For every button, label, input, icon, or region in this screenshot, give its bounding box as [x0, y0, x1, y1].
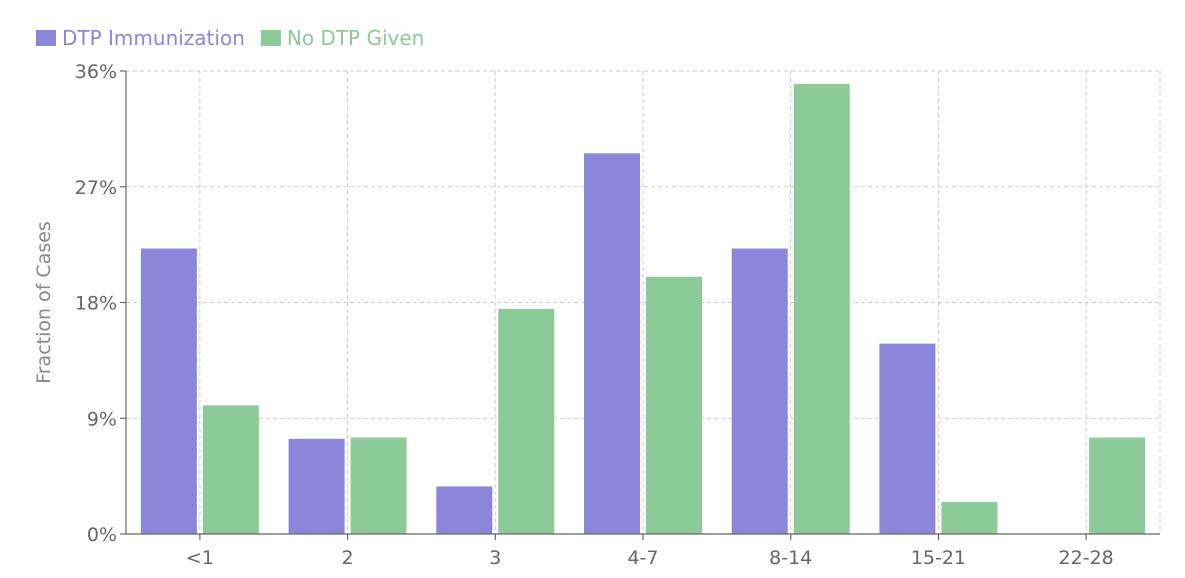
- x-tick-label: 2: [342, 547, 354, 569]
- x-tick-label: 8-14: [769, 547, 812, 569]
- bar-no-dtp-given-3[interactable]: [646, 276, 702, 534]
- legend-label-0[interactable]: DTP Immunization: [62, 26, 245, 50]
- y-tick-label: 0%: [87, 524, 117, 546]
- bar-no-dtp-given-0[interactable]: [202, 405, 259, 534]
- bar-no-dtp-given-2[interactable]: [498, 308, 555, 534]
- y-tick-label: 27%: [75, 177, 117, 199]
- bar-dtp-immunization-2[interactable]: [436, 486, 493, 534]
- legend-swatch-1[interactable]: [260, 30, 281, 46]
- legend-label-1[interactable]: No DTP Given: [287, 26, 424, 50]
- bar-no-dtp-given-6[interactable]: [1089, 437, 1146, 534]
- y-axis-title: Fraction of Cases: [33, 221, 55, 384]
- bar-no-dtp-given-5[interactable]: [941, 501, 998, 534]
- x-tick-label: <1: [186, 547, 214, 569]
- y-tick-label: 36%: [75, 61, 117, 83]
- bar-no-dtp-given-1[interactable]: [350, 437, 407, 534]
- bar-dtp-immunization-0[interactable]: [140, 248, 197, 534]
- bar-dtp-immunization-4[interactable]: [731, 248, 788, 534]
- legend-swatch-0[interactable]: [36, 30, 56, 46]
- y-tick-label: 9%: [87, 408, 117, 430]
- x-tick-label: 22-28: [1059, 547, 1114, 569]
- bar-dtp-immunization-1[interactable]: [288, 438, 345, 534]
- x-tick-label: 4-7: [627, 547, 658, 569]
- y-tick-label: 18%: [75, 293, 117, 315]
- x-tick-label: 15-21: [911, 547, 966, 569]
- bar-dtp-immunization-3[interactable]: [584, 153, 640, 535]
- bar-dtp-immunization-5[interactable]: [879, 343, 936, 534]
- x-tick-label: 3: [489, 547, 501, 569]
- bar-no-dtp-given-4[interactable]: [793, 83, 850, 534]
